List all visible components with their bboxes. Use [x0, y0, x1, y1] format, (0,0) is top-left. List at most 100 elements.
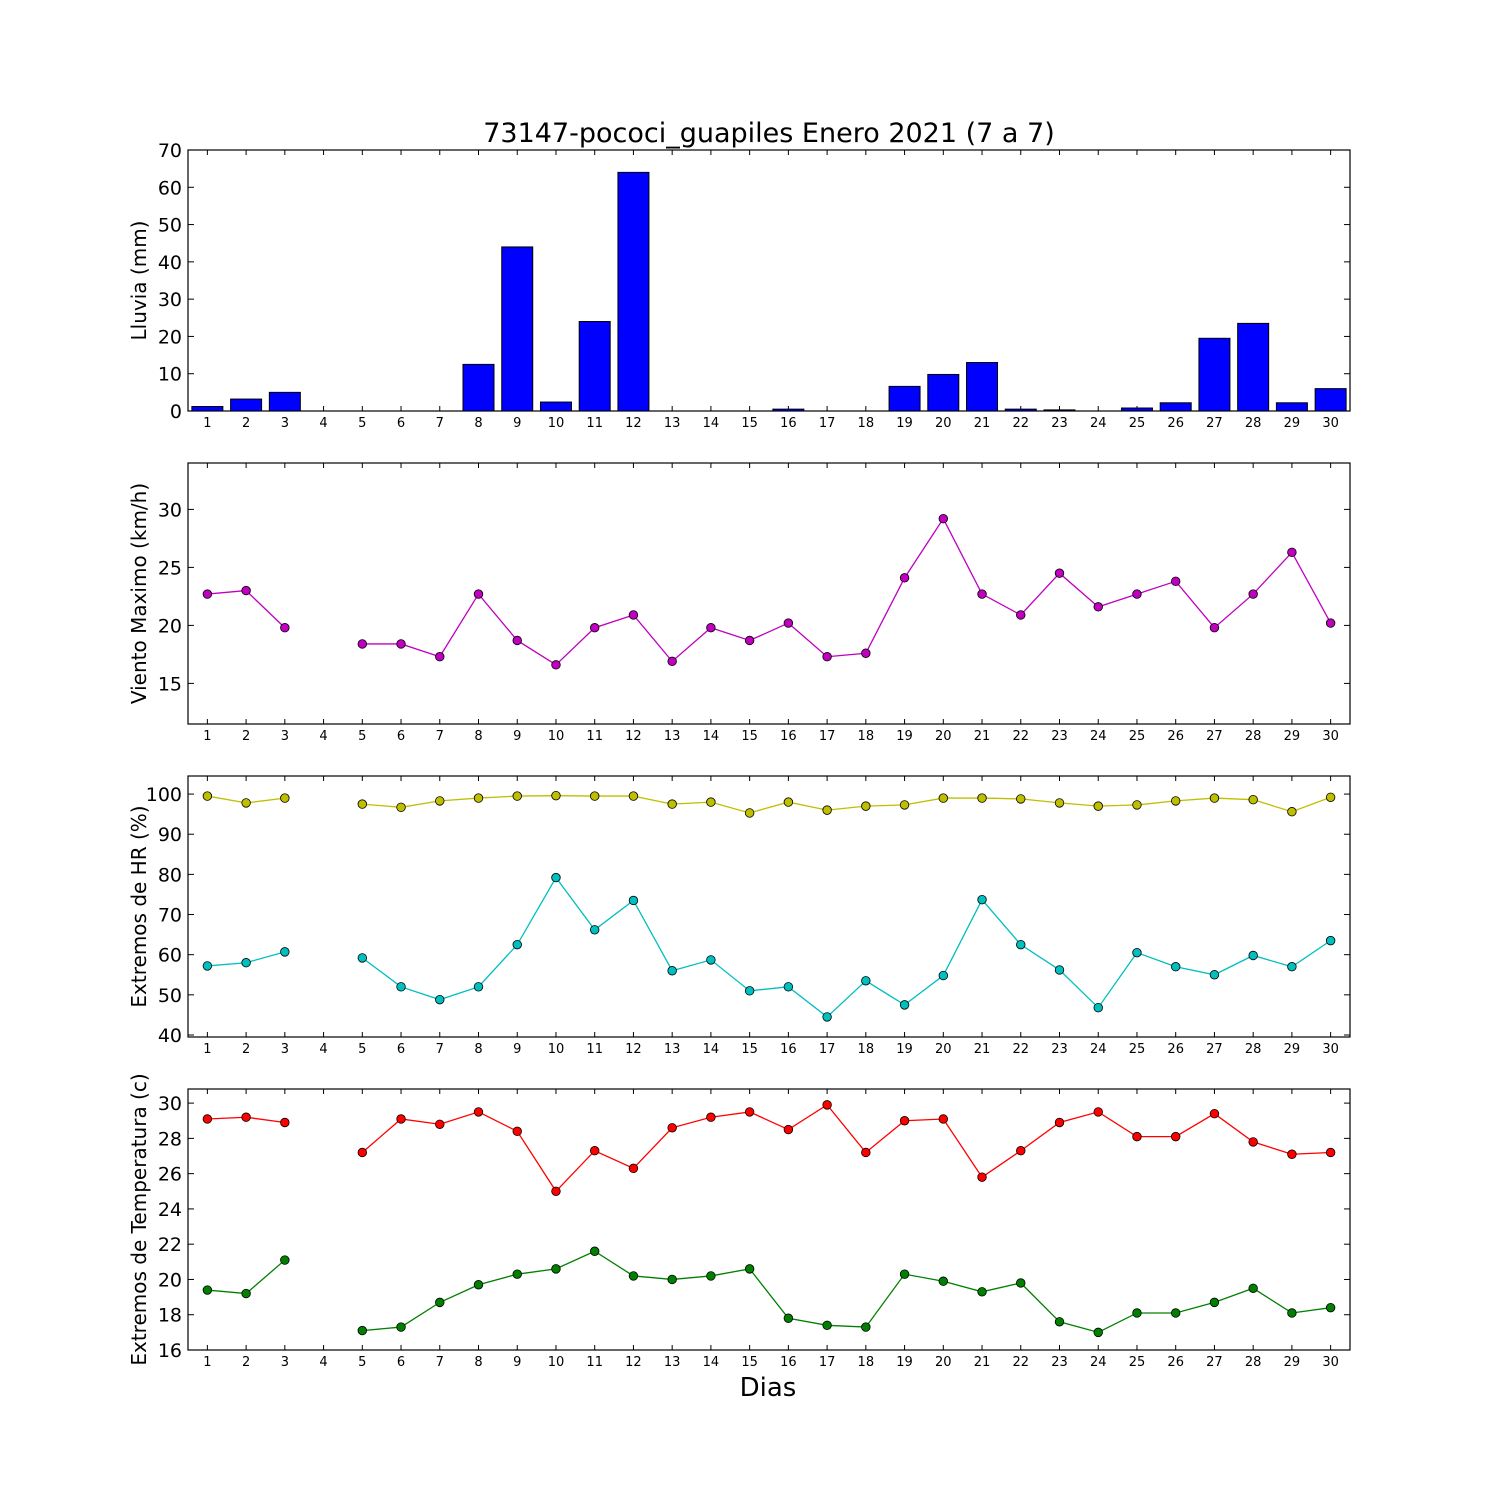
bar	[501, 246, 534, 412]
x-tick-label: 8	[474, 416, 482, 431]
data-point	[938, 513, 949, 524]
data-point	[783, 1313, 794, 1323]
data-point	[822, 1100, 832, 1110]
data-point	[899, 800, 910, 810]
x-tick-label: 5	[358, 1355, 366, 1370]
bar	[772, 408, 805, 412]
x-tick-label: 1	[203, 1042, 211, 1057]
x-tick-label: 26	[1167, 416, 1184, 431]
data-point	[899, 1116, 910, 1126]
x-tick-label: 22	[1012, 729, 1029, 744]
data-point	[861, 1147, 871, 1158]
x-tick-label: 8	[474, 729, 482, 744]
data-point	[435, 652, 445, 662]
x-tick-label: 4	[319, 1042, 327, 1057]
data-point	[280, 947, 290, 957]
plot-frame	[187, 1088, 1351, 1351]
data-point	[783, 618, 794, 628]
data-point	[396, 802, 406, 813]
data-point	[435, 796, 445, 806]
x-tick-label: 19	[896, 1355, 913, 1370]
y-tick-label: 20	[158, 615, 182, 637]
data-point	[706, 955, 716, 965]
x-tick-label: 9	[513, 729, 521, 744]
data-point	[977, 589, 987, 599]
x-tick-label: 11	[586, 1355, 603, 1370]
x-tick-label: 15	[741, 729, 758, 744]
x-tick-label: 12	[625, 729, 642, 744]
data-point	[1248, 794, 1258, 805]
x-tick-label: 20	[935, 1042, 952, 1057]
data-point	[667, 1123, 677, 1133]
data-point	[280, 1117, 290, 1128]
data-point	[357, 799, 368, 809]
bar	[462, 363, 495, 412]
data-point	[590, 623, 600, 633]
data-point	[551, 790, 561, 801]
x-tick-label: 19	[896, 1042, 913, 1057]
data-point	[1132, 589, 1142, 599]
data-point	[938, 1114, 949, 1124]
bar	[230, 398, 263, 412]
y-tick-label: 30	[158, 1093, 182, 1115]
series-line-2	[207, 1259, 286, 1295]
data-point	[1209, 623, 1220, 633]
x-tick-label: 23	[1051, 729, 1068, 744]
x-tick-label: 18	[858, 1355, 875, 1370]
data-point	[357, 639, 368, 649]
x-tick-label: 15	[741, 1355, 758, 1370]
x-tick-label: 13	[664, 729, 681, 744]
data-point	[590, 925, 600, 935]
data-point	[396, 982, 406, 992]
x-tick-label: 12	[625, 1355, 642, 1370]
data-point	[1093, 602, 1103, 612]
x-tick-label: 25	[1129, 1042, 1146, 1057]
series-line-1	[362, 795, 1331, 814]
data-point	[744, 808, 755, 818]
x-tick-label: 5	[358, 729, 366, 744]
x-tick-label: 17	[819, 1042, 836, 1057]
bar	[1198, 337, 1231, 412]
data-point	[396, 639, 406, 649]
y-tick-label: 16	[158, 1340, 182, 1362]
y-tick-label: 15	[158, 673, 182, 695]
x-tick-label: 28	[1245, 729, 1262, 744]
x-tick-label: 16	[780, 1042, 797, 1057]
data-point	[667, 1274, 677, 1285]
x-tick-label: 1	[203, 1355, 211, 1370]
x-tick-label: 14	[703, 729, 720, 744]
y-tick-label: 18	[158, 1305, 182, 1327]
data-point	[1170, 576, 1181, 587]
x-tick-label: 6	[397, 416, 405, 431]
data-point	[1209, 1297, 1220, 1308]
data-point	[1325, 618, 1336, 628]
data-point	[512, 635, 522, 646]
x-tick-label: 23	[1051, 1042, 1068, 1057]
x-tick-label: 9	[513, 416, 521, 431]
x-tick-label: 3	[281, 416, 289, 431]
y-tick-label: 70	[158, 905, 182, 927]
x-tick-label: 25	[1129, 729, 1146, 744]
data-point	[202, 1114, 213, 1124]
data-point	[357, 1147, 368, 1158]
x-tick-label: 10	[548, 1355, 565, 1370]
x-tick-label: 2	[242, 416, 250, 431]
x-tick-label: 28	[1245, 1355, 1262, 1370]
data-point	[241, 585, 251, 596]
data-point	[241, 798, 251, 808]
x-tick-label: 23	[1051, 416, 1068, 431]
plot-frame	[187, 775, 1351, 1038]
x-tick-label: 13	[664, 1042, 681, 1057]
data-point	[1170, 796, 1181, 806]
data-point	[551, 1264, 561, 1274]
data-point	[1325, 1302, 1336, 1313]
plot-frame	[187, 462, 1351, 725]
data-point	[1016, 610, 1026, 620]
bar	[966, 362, 999, 412]
data-point	[202, 961, 213, 971]
data-point	[202, 589, 213, 599]
x-tick-label: 15	[741, 1042, 758, 1057]
y-tick-label: 70	[158, 140, 182, 162]
x-tick-label: 12	[625, 416, 642, 431]
